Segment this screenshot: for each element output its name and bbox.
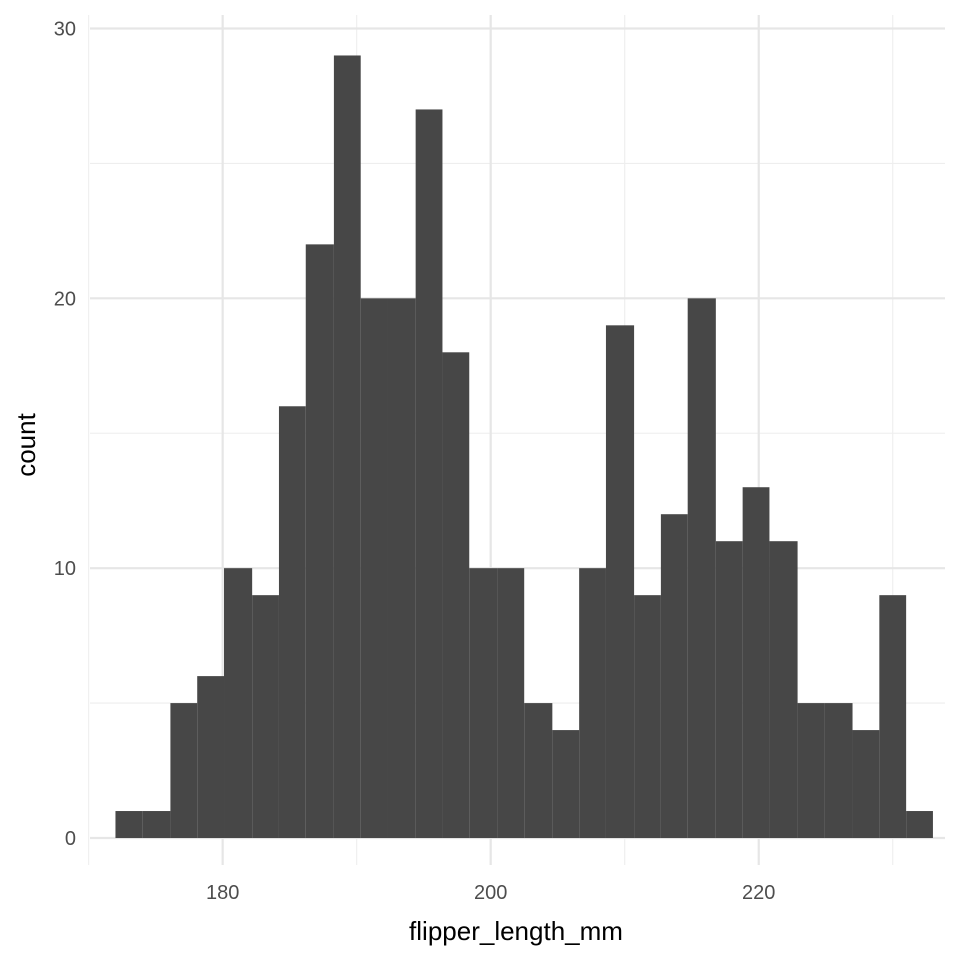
histogram-bar-6 [252, 595, 279, 839]
x-tick-label: 220 [742, 882, 775, 904]
histogram-bar-20 [634, 595, 661, 839]
y-tick-label: 10 [54, 558, 76, 580]
y-tick-label: 20 [54, 288, 76, 310]
y-tick-label: 30 [54, 18, 76, 40]
x-axis-title: flipper_length_mm [409, 916, 623, 946]
histogram-bar-10 [360, 298, 388, 839]
histogram-bar-2 [142, 811, 171, 839]
x-tick-label: 200 [474, 882, 507, 904]
x-tick-label: 180 [206, 882, 239, 904]
histogram-bar-13 [442, 352, 470, 839]
x-axis-tick-labels: 180 200 220 [206, 882, 775, 904]
histogram-bar-1 [115, 811, 143, 839]
histogram-bar-12 [415, 109, 443, 839]
histogram-bar-4 [197, 676, 225, 839]
histogram-bar-27 [824, 703, 853, 839]
histogram-bar-14 [469, 568, 498, 839]
histogram-bar-17 [552, 730, 580, 839]
histogram-bar-24 [742, 487, 770, 839]
histogram-bar-8 [305, 244, 334, 839]
histogram-bar-3 [170, 703, 198, 839]
histogram-bar-5 [224, 568, 253, 839]
histogram-bar-28 [852, 730, 880, 839]
histogram-bar-26 [797, 703, 825, 839]
histogram-bar-21 [660, 514, 688, 839]
histogram-bar-18 [579, 568, 606, 839]
histogram-bar-19 [605, 325, 635, 839]
y-axis-title: count [11, 412, 41, 476]
histogram-bar-15 [497, 568, 525, 839]
histogram-bar-16 [524, 703, 553, 839]
histogram-bar-7 [278, 406, 306, 839]
histogram-bar-23 [715, 541, 743, 839]
histogram-bar-9 [333, 55, 361, 839]
histogram-bar-11 [387, 298, 416, 839]
histogram-bars [115, 55, 933, 839]
histogram-bar-22 [687, 298, 716, 839]
histogram-bar-25 [769, 541, 798, 839]
y-axis-tick-labels: 0 10 20 30 [54, 18, 76, 850]
y-tick-label: 0 [65, 828, 76, 850]
histogram-bar-30 [906, 811, 933, 839]
histogram-bar-29 [879, 595, 907, 839]
